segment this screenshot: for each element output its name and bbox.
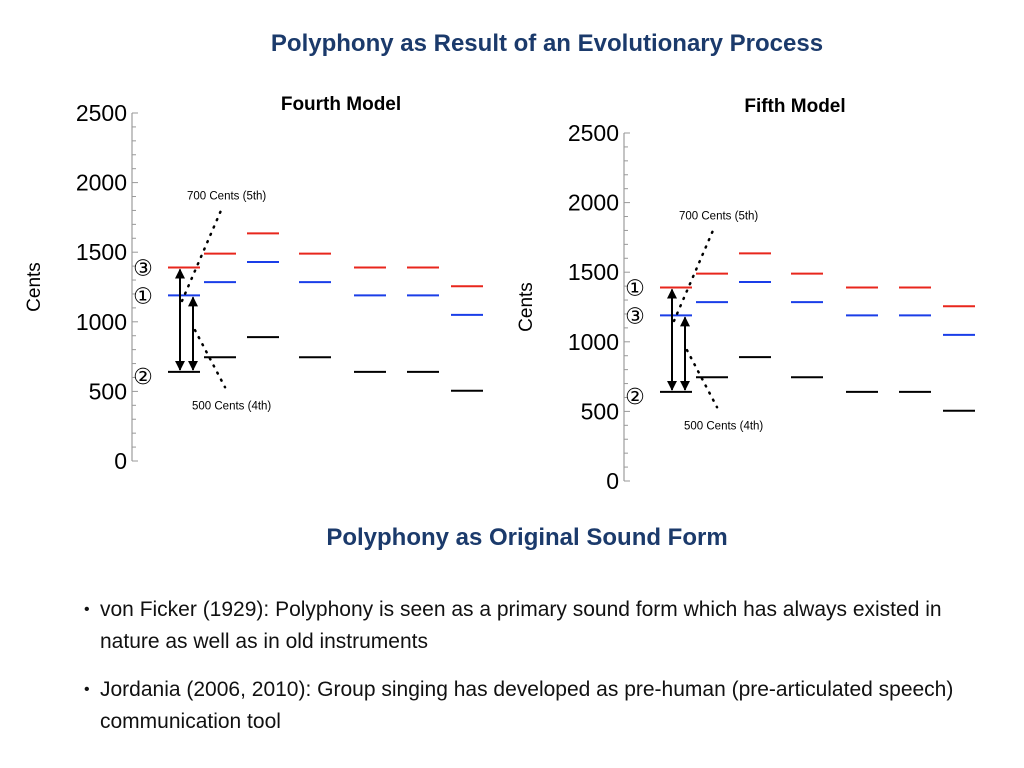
annotation-fifth: 700 Cents (5th) — [187, 190, 266, 202]
y-tick-label: 0 — [606, 468, 619, 494]
y-tick-label: 500 — [581, 398, 619, 424]
bullet-item: • von Ficker (1929): Polyphony is seen as… — [84, 594, 984, 658]
y-axis-label: Cents — [516, 282, 537, 332]
y-tick-label: 0 — [114, 448, 127, 474]
y-tick-label: 2500 — [76, 100, 127, 126]
y-tick-label: 1000 — [76, 309, 127, 335]
voice-marker-black: ② — [133, 365, 153, 390]
y-axis-label: Cents — [24, 262, 45, 312]
y-tick-label: 1500 — [76, 239, 127, 265]
annotation-fifth: 700 Cents (5th) — [679, 210, 758, 222]
fourth-leader-dotted-line — [685, 348, 719, 409]
chart-title: Fifth Model — [744, 96, 845, 117]
bullet-dot-icon: • — [84, 681, 90, 698]
fifth-leader-dotted-line — [180, 209, 223, 303]
voice-marker-blue: ① — [133, 284, 153, 309]
bullet-dot-icon: • — [84, 601, 90, 618]
fifth-leader-dotted-line — [672, 229, 715, 323]
bullet-text: Jordania (2006, 2010): Group singing has… — [100, 678, 954, 733]
y-tick-label: 1500 — [568, 259, 619, 285]
bullet-item: • Jordania (2006, 2010): Group singing ha… — [84, 674, 984, 738]
y-tick-label: 500 — [89, 378, 127, 404]
annotation-fourth: 500 Cents (4th) — [192, 400, 271, 412]
voice-marker-blue: ③ — [625, 304, 645, 329]
chart-fifth-model: Fifth Model 0 500 1000 1500 2000 2500 Cents ①③ ② 7… — [516, 96, 975, 494]
voice-marker-black: ② — [625, 385, 645, 410]
bullet-list: • von Ficker (1929): Polyphony is seen as… — [84, 594, 984, 754]
voice-marker-red: ③ — [133, 257, 153, 282]
bullet-text: von Ficker (1929): Polyphony is seen as … — [100, 598, 942, 653]
y-tick-label: 1000 — [568, 329, 619, 355]
fourth-leader-dotted-line — [193, 328, 227, 389]
chart-fourth-model: Fourth Model 0 500 1000 1500 2000 2500 Cents ③① ②… — [24, 94, 483, 474]
section-heading: Polyphony as Original Sound Form — [326, 524, 728, 551]
y-tick-label: 2000 — [568, 190, 619, 216]
voice-marker-red: ① — [625, 277, 645, 302]
chart-title: Fourth Model — [281, 94, 401, 115]
y-tick-label: 2000 — [76, 170, 127, 196]
slide-title: Polyphony as Result of an Evolutionary P… — [270, 30, 824, 57]
y-tick-label: 2500 — [568, 120, 619, 146]
annotation-fourth: 500 Cents (4th) — [684, 420, 763, 432]
